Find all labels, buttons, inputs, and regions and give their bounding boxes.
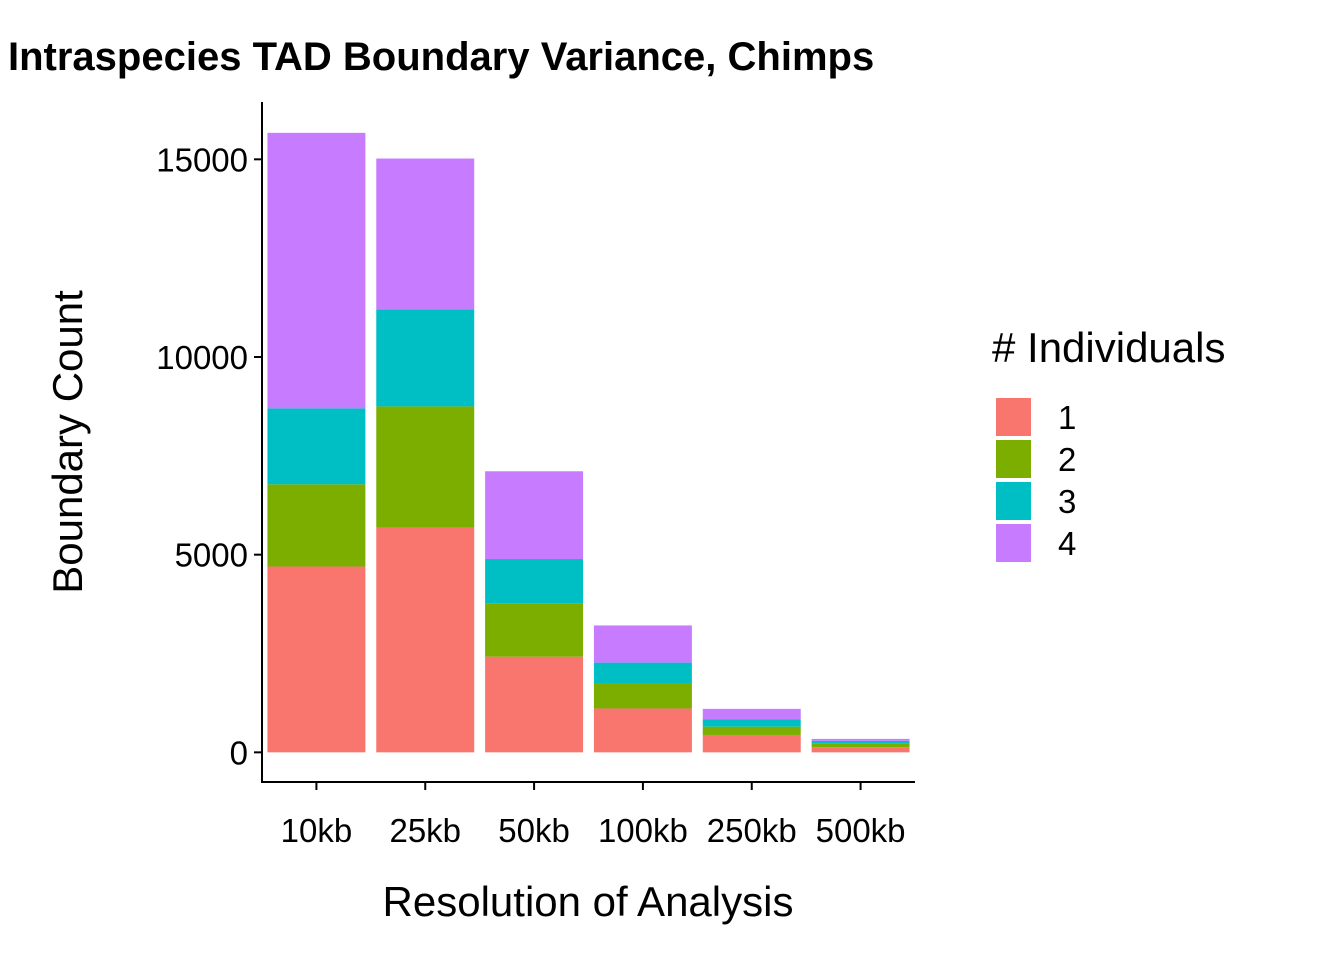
bar-250kb-series-1 (702, 734, 801, 753)
legend-label-3: 3 (1058, 483, 1076, 520)
bar-50kb-series-4 (485, 471, 584, 560)
bar-100kb-series-2 (593, 683, 692, 709)
bar-25kb-series-3 (376, 309, 475, 407)
bar-10kb-series-1 (267, 566, 366, 753)
bar-100kb-series-4 (593, 625, 692, 663)
y-tick-label: 0 (230, 734, 248, 771)
legend-swatch-4 (996, 524, 1031, 562)
bar-500kb-series-3 (811, 740, 910, 744)
bar-250kb-series-2 (702, 726, 801, 735)
bar-100kb-series-3 (593, 662, 692, 684)
x-tick-label-250kb: 250kb (707, 812, 797, 849)
bar-25kb-series-2 (376, 406, 475, 528)
bar-25kb-series-1 (376, 527, 475, 753)
bar-50kb-series-2 (485, 603, 584, 657)
chart-title: Intraspecies TAD Boundary Variance, Chim… (8, 35, 874, 79)
bar-50kb-series-1 (485, 656, 584, 753)
x-axis-label: Resolution of Analysis (383, 878, 794, 925)
bar-500kb-series-2 (811, 743, 910, 748)
legend-title: # Individuals (992, 324, 1225, 371)
x-tick-label-50kb: 50kb (498, 812, 570, 849)
x-tick-label-500kb: 500kb (816, 812, 906, 849)
legend-swatch-3 (996, 482, 1031, 520)
legend-items: 1 2 3 4 (996, 398, 1076, 562)
y-tick-label: 5000 (175, 537, 248, 574)
y-axis-ticks: 0 5000 10000 15000 (156, 141, 262, 771)
legend-swatch-2 (996, 440, 1031, 478)
bar-500kb-series-1 (811, 747, 910, 753)
x-tick-label-25kb: 25kb (389, 812, 461, 849)
bar-50kb-series-3 (485, 559, 584, 604)
y-axis-label: Boundary Count (44, 290, 91, 594)
legend-label-4: 4 (1058, 525, 1076, 562)
bar-10kb-series-3 (267, 408, 366, 485)
bar-250kb-series-4 (702, 708, 801, 720)
plot-area: 0 5000 10000 15000 10kb 25kb 50kb 100kb 250kb 50… (156, 102, 915, 849)
legend-swatch-1 (996, 398, 1031, 436)
bar-500kb-series-4 (811, 738, 910, 741)
legend: # Individuals 1 2 3 4 (992, 324, 1225, 562)
legend-label-2: 2 (1058, 441, 1076, 478)
legend-label-1: 1 (1058, 399, 1076, 436)
bar-10kb-series-2 (267, 484, 366, 567)
bar-100kb-series-1 (593, 708, 692, 753)
x-tick-label-100kb: 100kb (598, 812, 688, 849)
y-tick-label: 10000 (156, 339, 248, 376)
x-axis-ticks: 10kb 25kb 50kb 100kb 250kb 500kb (281, 782, 906, 849)
bar-250kb-series-3 (702, 719, 801, 727)
bar-10kb-series-4 (267, 132, 366, 409)
bar-25kb-series-4 (376, 158, 475, 310)
y-tick-label: 15000 (156, 141, 248, 178)
x-tick-label-10kb: 10kb (281, 812, 353, 849)
bars (267, 132, 910, 753)
